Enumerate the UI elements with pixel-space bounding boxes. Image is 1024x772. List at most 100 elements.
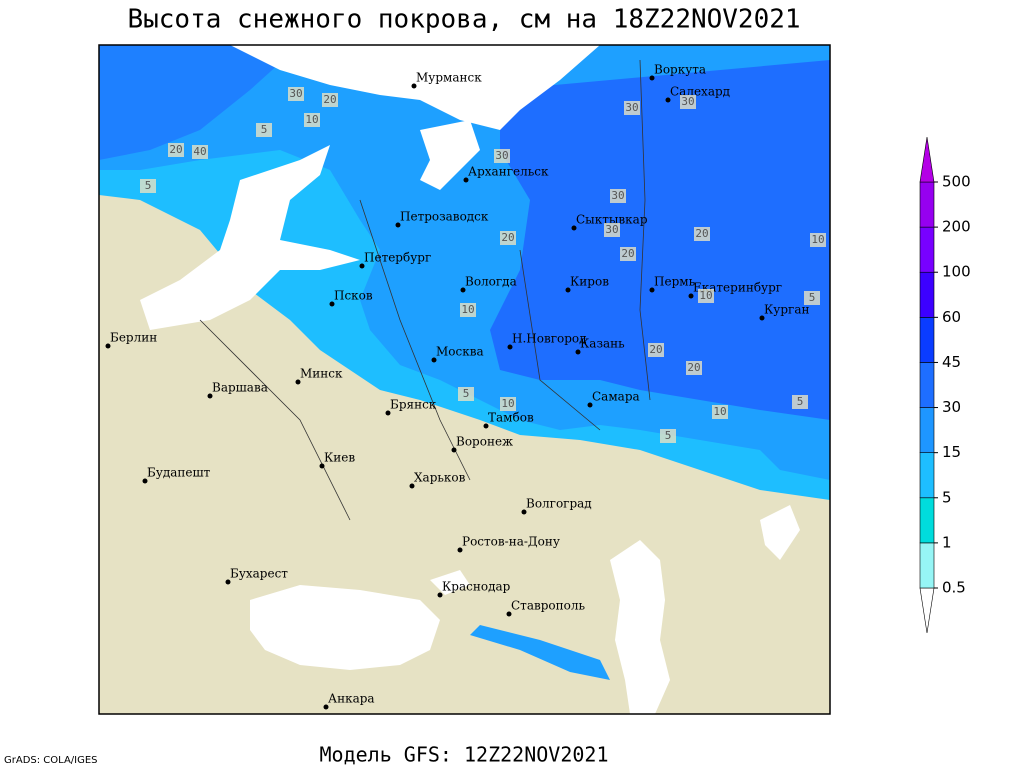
contour-label-bg	[698, 289, 714, 303]
legend-label: 60	[942, 308, 961, 326]
city-label: Киров	[570, 275, 609, 289]
city-label: Курган	[764, 303, 809, 317]
caspian-sea	[610, 540, 670, 714]
city-label: Брянск	[390, 398, 437, 412]
city-dot	[575, 349, 581, 355]
white-sea	[420, 120, 480, 190]
city-label: Минск	[300, 367, 343, 381]
contour-label-bg	[694, 227, 710, 241]
snow-caucasus	[470, 625, 610, 680]
legend-segment	[919, 271, 935, 318]
black-sea	[250, 585, 440, 670]
city-label: Варшава	[212, 381, 268, 395]
legend-label: 5	[942, 488, 952, 506]
city-dot	[457, 547, 463, 553]
city-dot	[483, 423, 489, 429]
contour-label-bg	[792, 395, 808, 409]
legend-label: 30	[942, 398, 961, 416]
contour-label-bg	[660, 429, 676, 443]
contour-label: 5	[463, 387, 470, 400]
contour-label-bg	[686, 361, 702, 375]
city-label: Салехард	[670, 85, 730, 99]
snow-scandinavia	[99, 45, 300, 160]
contour-label: 30	[605, 223, 618, 236]
city-label: Воронеж	[456, 435, 513, 449]
contour-label-bg	[804, 291, 820, 305]
contour-label: 30	[289, 87, 302, 100]
city-label: Волгоград	[526, 497, 592, 511]
contour-label-bg	[288, 87, 304, 101]
city-dot	[451, 447, 457, 453]
city-dot	[460, 287, 466, 293]
city-dot	[688, 293, 694, 299]
contour-label: 10	[461, 303, 474, 316]
legend-segment	[919, 362, 935, 408]
contour-label-bg	[620, 247, 636, 261]
contour-label-bg	[458, 387, 474, 401]
city-dot	[463, 177, 469, 183]
city-dot	[507, 344, 513, 350]
contour-label-bg	[604, 223, 620, 237]
contour-label: 5	[145, 179, 152, 192]
contour-label-bg	[460, 303, 476, 317]
legend-label: 15	[942, 443, 961, 461]
legend-label: 500	[942, 173, 971, 191]
credit: GrADS: COLA/IGES	[4, 755, 98, 766]
legend-label: 1	[942, 533, 952, 551]
contour-label-bg	[500, 231, 516, 245]
city-dot	[207, 393, 213, 399]
contour-label: 40	[193, 145, 206, 158]
city-dot	[329, 301, 335, 307]
contour-label-bg	[256, 123, 272, 137]
contour-label: 20	[649, 343, 662, 356]
city-label: Харьков	[414, 471, 466, 485]
city-label: Псков	[334, 289, 373, 303]
city-dot	[431, 357, 437, 363]
legend-segment	[919, 542, 935, 589]
city-dot	[142, 478, 148, 484]
contour-label: 5	[797, 395, 804, 408]
city-dot	[359, 263, 365, 269]
contour-label: 30	[625, 101, 638, 114]
city-dot	[571, 225, 577, 231]
city-dot	[521, 509, 527, 515]
contour-label-bg	[500, 397, 516, 411]
baltic-sea	[140, 145, 360, 330]
contour-label: 30	[611, 189, 624, 202]
contour-label-bg	[304, 113, 320, 127]
map-frame	[98, 44, 831, 715]
city-label: Краснодар	[442, 580, 511, 594]
contour-label: 10	[501, 397, 514, 410]
city-label: Казань	[580, 337, 625, 351]
city-dot	[437, 592, 443, 598]
contour-label: 10	[811, 233, 824, 246]
city-dot	[105, 343, 111, 349]
azov-sea	[430, 570, 470, 595]
contour-label: 30	[681, 95, 694, 108]
contour-label-bg	[494, 149, 510, 163]
legend-label: 45	[942, 353, 961, 371]
contour-label: 10	[305, 113, 318, 126]
legend-arrow-low	[919, 587, 935, 634]
contour-label-bg	[322, 93, 338, 107]
contour-label: 20	[169, 143, 182, 156]
city-label: Петербург	[364, 251, 431, 265]
contour-label: 5	[809, 291, 816, 304]
legend-segment	[919, 497, 935, 544]
city-label: Пермь	[654, 275, 696, 289]
legend-arrow-high	[919, 136, 935, 183]
city-dot	[759, 315, 765, 321]
city-label: Екатеринбург	[693, 281, 782, 295]
city-label: Анкара	[328, 692, 375, 706]
contour-label-bg	[810, 233, 826, 247]
city-label: Ростов-на-Дону	[462, 535, 560, 549]
aral-sea	[760, 505, 800, 560]
legend-segment	[919, 226, 935, 273]
contour-label: 5	[261, 123, 268, 136]
city-dot	[385, 410, 391, 416]
city-dot	[409, 483, 415, 489]
contour-label: 5	[665, 429, 672, 442]
city-label: Ставрополь	[511, 599, 585, 613]
legend-segment	[919, 452, 935, 499]
city-dot	[411, 83, 417, 89]
